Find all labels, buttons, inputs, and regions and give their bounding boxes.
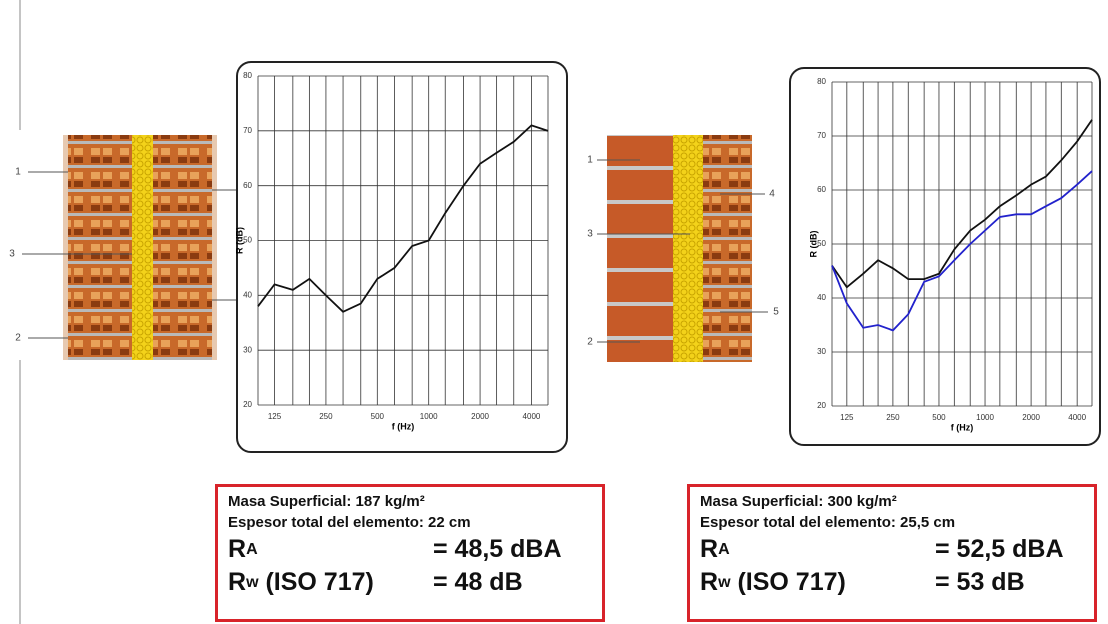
y-tick-label: 70 xyxy=(243,126,252,135)
x-tick-label: 250 xyxy=(886,413,900,422)
chart-frame xyxy=(236,61,568,453)
y-tick-label: 70 xyxy=(817,131,826,140)
mass: Masa Superficial: 187 kg/m² xyxy=(228,493,425,510)
y-tick-label: 80 xyxy=(243,71,252,80)
x-tick-label: 500 xyxy=(932,413,946,422)
data-line xyxy=(257,124,549,313)
x-tick-label: 125 xyxy=(268,412,282,421)
y-tick-label: 30 xyxy=(817,347,826,356)
x-tick-label: 250 xyxy=(319,412,333,421)
y-tick-label: 50 xyxy=(243,236,252,245)
value: = 48,5 dBA xyxy=(433,535,562,563)
wall-label: 1 xyxy=(15,167,21,178)
value: = 52,5 dBA xyxy=(935,535,1064,563)
symbol: R xyxy=(228,568,247,596)
y-axis-label: R (dB) xyxy=(234,227,244,254)
y-tick-label: 60 xyxy=(243,181,252,190)
info-box: Masa Superficial: 187 kg/m² Espesor tota… xyxy=(215,484,605,622)
y-tick-label: 30 xyxy=(243,345,252,354)
chart-frame xyxy=(789,67,1101,446)
x-axis-label: f (Hz) xyxy=(951,422,974,432)
y-tick-label: 40 xyxy=(243,290,252,299)
wall-label: 4 xyxy=(769,189,775,200)
y-tick-label: 40 xyxy=(817,293,826,302)
value: = 53 dB xyxy=(935,568,1025,596)
thickness: Espesor total del elemento: 25,5 cm xyxy=(700,514,956,531)
y-tick-label: 50 xyxy=(817,239,826,248)
y-tick-label: 20 xyxy=(243,400,252,409)
subscript: A xyxy=(246,541,258,558)
subscript: w xyxy=(718,574,731,591)
data-line xyxy=(831,119,1093,289)
symbol: R xyxy=(700,535,719,563)
x-tick-label: 4000 xyxy=(1068,413,1086,422)
symbol: R xyxy=(228,535,247,563)
wall-label: 5 xyxy=(773,307,779,318)
x-axis-label: f (Hz) xyxy=(392,421,415,431)
norm: (ISO 717) xyxy=(737,568,846,596)
x-tick-label: 500 xyxy=(371,412,385,421)
y-tick-label: 20 xyxy=(817,401,826,410)
wall-label: 3 xyxy=(9,249,15,260)
wall-label: 2 xyxy=(587,337,593,348)
data-line xyxy=(831,170,1093,332)
y-axis-label: R (dB) xyxy=(808,231,818,258)
y-tick-label: 80 xyxy=(817,77,826,86)
x-tick-label: 1000 xyxy=(420,412,438,421)
wall-label: 3 xyxy=(587,229,593,240)
mass: Masa Superficial: 300 kg/m² xyxy=(700,493,897,510)
norm: (ISO 717) xyxy=(265,568,374,596)
symbol: R xyxy=(700,568,719,596)
subscript: w xyxy=(246,574,259,591)
wall-label: 2 xyxy=(15,333,21,344)
x-tick-label: 125 xyxy=(840,413,854,422)
wall-section xyxy=(597,135,768,362)
wall-label: 1 xyxy=(587,155,593,166)
thickness: Espesor total del elemento: 22 cm xyxy=(228,514,471,531)
subscript: A xyxy=(718,541,730,558)
x-tick-label: 1000 xyxy=(976,413,994,422)
x-tick-label: 2000 xyxy=(1022,413,1040,422)
value: = 48 dB xyxy=(433,568,523,596)
x-tick-label: 4000 xyxy=(523,412,541,421)
info-box: Masa Superficial: 300 kg/m² Espesor tota… xyxy=(687,484,1097,622)
x-tick-label: 2000 xyxy=(471,412,489,421)
y-tick-label: 60 xyxy=(817,185,826,194)
wall-section xyxy=(22,135,237,360)
